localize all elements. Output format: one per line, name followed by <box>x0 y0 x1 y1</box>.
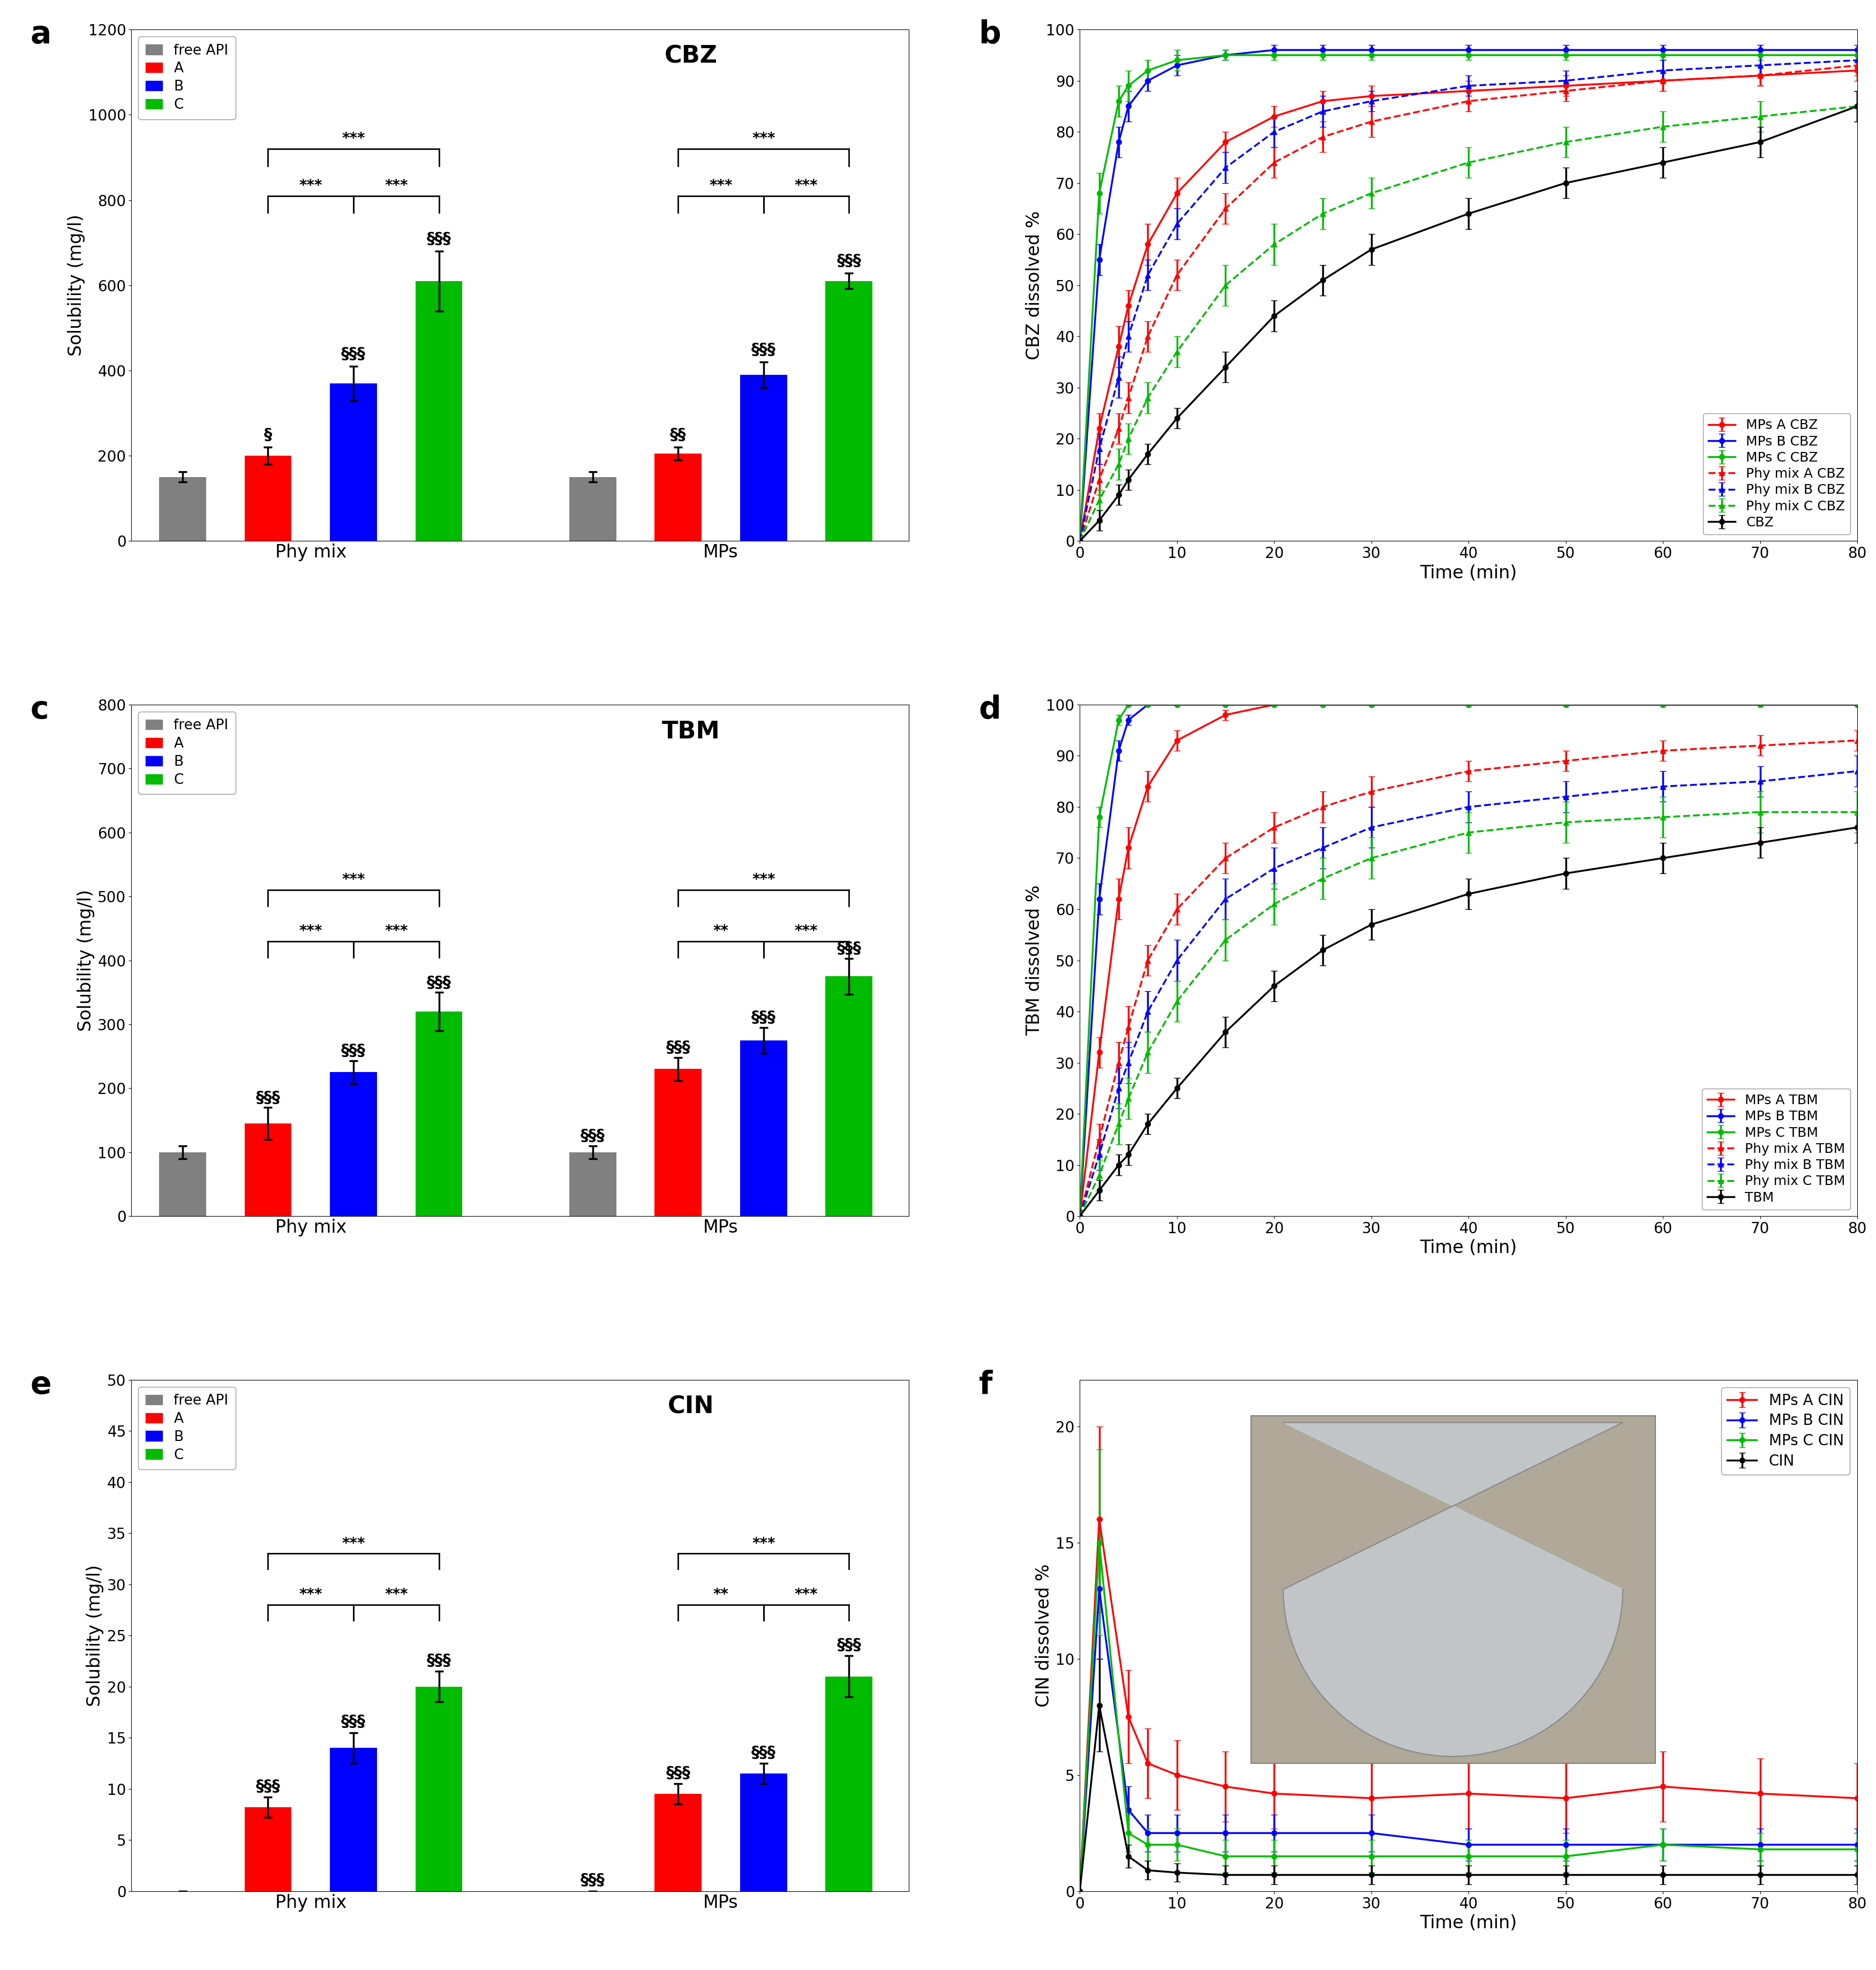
Text: §§§: §§§ <box>580 1129 604 1145</box>
Text: §§§: §§§ <box>426 1653 450 1669</box>
Text: ***: *** <box>795 924 818 938</box>
Y-axis label: TBM dissolved %: TBM dissolved % <box>1026 885 1043 1036</box>
Bar <box>244 1806 291 1891</box>
Bar <box>825 1676 872 1891</box>
Bar <box>244 455 291 542</box>
Bar <box>330 1747 377 1891</box>
Bar <box>159 1152 206 1215</box>
Bar <box>739 374 788 542</box>
Text: §§: §§ <box>670 427 687 443</box>
Text: ***: *** <box>752 132 775 146</box>
Text: §§§: §§§ <box>580 1873 604 1889</box>
Bar <box>415 1011 461 1215</box>
Text: §§§: §§§ <box>426 975 450 991</box>
Bar <box>655 1070 702 1215</box>
Text: ***: *** <box>795 177 818 193</box>
Text: ***: *** <box>752 1537 775 1550</box>
Text: ***: *** <box>385 1588 407 1602</box>
Y-axis label: CIN dissolved %: CIN dissolved % <box>1036 1564 1052 1708</box>
X-axis label: Time (min): Time (min) <box>1420 1239 1518 1257</box>
Bar <box>739 1040 788 1215</box>
Text: §§§: §§§ <box>666 1040 690 1056</box>
Text: §§§: §§§ <box>255 1089 280 1105</box>
Text: §§§: §§§ <box>255 1779 280 1795</box>
Legend: MPs A CIN, MPs B CIN, MPs C CIN, CIN: MPs A CIN, MPs B CIN, MPs C CIN, CIN <box>1720 1387 1850 1476</box>
Bar <box>244 1123 291 1215</box>
Legend: free API, A, B, C: free API, A, B, C <box>139 711 236 794</box>
Text: §§§: §§§ <box>341 1714 366 1730</box>
Text: ***: *** <box>385 177 407 193</box>
Text: ***: *** <box>795 1588 818 1602</box>
Text: ***: *** <box>709 177 732 193</box>
Bar <box>568 1152 615 1215</box>
Text: b: b <box>979 20 1002 49</box>
Text: ***: *** <box>298 1588 323 1602</box>
Text: **: ** <box>713 924 728 938</box>
Text: TBM: TBM <box>662 719 720 743</box>
Y-axis label: Solubility (mg/l): Solubility (mg/l) <box>68 215 84 357</box>
Text: §§§: §§§ <box>750 343 777 357</box>
Legend: free API, A, B, C: free API, A, B, C <box>139 37 236 118</box>
Text: §§§: §§§ <box>341 347 366 362</box>
Text: CIN: CIN <box>668 1395 715 1418</box>
Bar <box>415 282 461 542</box>
Bar <box>739 1773 788 1891</box>
Bar <box>330 384 377 542</box>
Text: f: f <box>979 1369 992 1401</box>
Text: ***: *** <box>341 1537 366 1550</box>
Text: ***: *** <box>385 924 407 938</box>
Legend: free API, A, B, C: free API, A, B, C <box>139 1387 236 1470</box>
Text: §: § <box>265 427 272 443</box>
Text: §§§: §§§ <box>837 1637 861 1653</box>
Bar <box>655 453 702 542</box>
Text: c: c <box>30 693 49 725</box>
Text: **: ** <box>713 1588 728 1602</box>
Text: CBZ: CBZ <box>664 45 719 67</box>
Text: §§§: §§§ <box>837 942 861 957</box>
Text: ***: *** <box>752 873 775 888</box>
Bar <box>655 1795 702 1891</box>
Text: §§§: §§§ <box>341 1044 366 1058</box>
Bar <box>825 977 872 1215</box>
Text: §§§: §§§ <box>837 254 861 268</box>
X-axis label: Time (min): Time (min) <box>1420 563 1518 581</box>
Legend: MPs A TBM, MPs B TBM, MPs C TBM, Phy mix A TBM, Phy mix B TBM, Phy mix C TBM, TB: MPs A TBM, MPs B TBM, MPs C TBM, Phy mix… <box>1702 1089 1850 1210</box>
Legend: MPs A CBZ, MPs B CBZ, MPs C CBZ, Phy mix A CBZ, Phy mix B CBZ, Phy mix C CBZ, CB: MPs A CBZ, MPs B CBZ, MPs C CBZ, Phy mix… <box>1703 414 1850 534</box>
Y-axis label: Solubility (mg/l): Solubility (mg/l) <box>86 1564 105 1706</box>
Bar <box>159 477 206 542</box>
Text: §§§: §§§ <box>426 230 450 246</box>
Text: d: d <box>979 693 1002 725</box>
Text: ***: *** <box>298 177 323 193</box>
Text: e: e <box>30 1369 51 1401</box>
Text: §§§: §§§ <box>666 1765 690 1781</box>
Bar <box>415 1686 461 1891</box>
Text: ***: *** <box>298 924 323 938</box>
Bar <box>825 282 872 542</box>
X-axis label: Time (min): Time (min) <box>1420 1915 1518 1933</box>
Text: ***: *** <box>341 873 366 888</box>
Text: §§§: §§§ <box>750 1011 777 1026</box>
Text: §§§: §§§ <box>750 1745 777 1761</box>
Y-axis label: Solubility (mg/l): Solubility (mg/l) <box>77 890 94 1030</box>
Bar <box>330 1072 377 1215</box>
Text: a: a <box>30 20 51 49</box>
Bar <box>568 477 615 542</box>
Text: ***: *** <box>341 132 366 146</box>
Y-axis label: CBZ dissolved %: CBZ dissolved % <box>1026 211 1043 361</box>
